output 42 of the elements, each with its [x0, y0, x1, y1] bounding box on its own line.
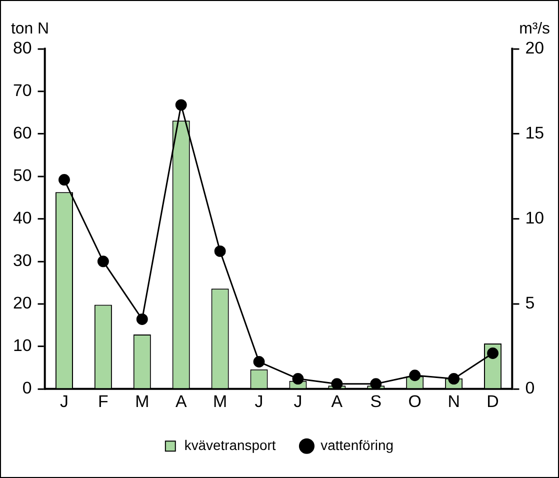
- y2-tick-label: 5: [525, 294, 535, 313]
- x-tick-label: M: [135, 392, 150, 411]
- x-tick-label: A: [175, 392, 188, 411]
- x-tick-label: S: [370, 392, 382, 411]
- point: [175, 99, 187, 111]
- point: [448, 373, 460, 384]
- x-tick-label: J: [254, 392, 264, 411]
- point: [58, 174, 70, 186]
- y-tick-label: 20: [12, 294, 32, 313]
- x-tick-label: J: [294, 392, 302, 411]
- x-tick-label: O: [408, 392, 422, 411]
- point: [487, 348, 499, 359]
- x-tick-label: M: [213, 392, 228, 411]
- point: [331, 378, 343, 389]
- x-tick-label: F: [98, 392, 108, 411]
- y2-tick-label: 20: [525, 38, 544, 58]
- y2-axis-title: m³/s: [519, 20, 550, 38]
- point: [370, 378, 382, 389]
- x-tick-label: D: [486, 392, 499, 411]
- y-axis-title: ton N: [10, 20, 50, 38]
- y2-tick-label: 10: [525, 208, 544, 228]
- y-tick-label: 70: [12, 80, 32, 100]
- y-tick-label: 40: [12, 208, 32, 228]
- x-tick-label: N: [448, 392, 460, 411]
- point: [409, 370, 421, 382]
- x-tick-label: A: [331, 392, 344, 411]
- y-tick-label: 30: [12, 251, 32, 270]
- y-tick-label: 10: [12, 336, 32, 356]
- legend-label: vattenföring: [320, 436, 394, 453]
- y-tick-label: 60: [12, 124, 32, 143]
- y-tick-label: 50: [12, 166, 32, 186]
- point: [214, 245, 226, 257]
- y2-tick-label: 0: [525, 378, 535, 398]
- y-tick-label: 80: [12, 38, 32, 58]
- x-tick-label: J: [60, 392, 68, 411]
- point: [136, 314, 148, 325]
- point: [292, 373, 304, 384]
- point: [253, 356, 265, 368]
- point: [97, 256, 109, 268]
- legend-label: kvävetransport: [184, 436, 276, 453]
- y-tick-label: 0: [22, 378, 32, 398]
- y2-tick-label: 15: [525, 124, 544, 143]
